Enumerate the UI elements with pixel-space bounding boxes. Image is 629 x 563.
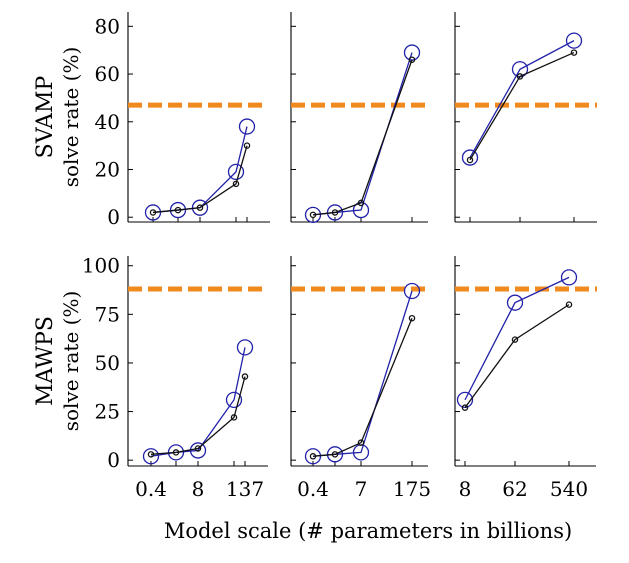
x-tick-label: 137 [226, 477, 264, 501]
x-tick-label: 8 [192, 477, 205, 501]
data-point-black [331, 451, 339, 458]
series-line-black [469, 51, 575, 161]
data-point-black [565, 301, 573, 308]
data-point-blue [304, 206, 322, 223]
data-point-blue [403, 282, 421, 300]
data-point-black [408, 314, 416, 322]
series-line-blue [464, 276, 570, 401]
series-line-black [150, 376, 246, 455]
data-point-black [232, 180, 240, 188]
series-line-blue [150, 347, 246, 457]
data-point-blue [560, 269, 578, 286]
data-point-black [516, 73, 524, 80]
data-point-blue [225, 391, 243, 409]
series-line-black [464, 304, 570, 409]
data-point-blue [565, 32, 583, 49]
data-point-black [149, 209, 157, 216]
row-label: SVAMP [33, 75, 58, 158]
data-point-blue [236, 339, 254, 356]
data-point-blue [304, 448, 322, 465]
x-tick-label: 7 [355, 477, 368, 501]
series-line-black [312, 59, 413, 216]
x-axis-title: Model scale (# parameters in billions) [164, 519, 572, 543]
data-point-black [196, 204, 204, 211]
data-point-black [511, 336, 519, 343]
y-tick-label: 25 [95, 400, 120, 424]
y-tick-label: 40 [95, 110, 120, 134]
x-tick-label: 0.4 [297, 477, 329, 501]
subplot-mawps-1: 0 25 50 75 100 0.4 8 137 MAWPS solve rate (%) [33, 254, 268, 501]
y-axis-title: solve rate (%) [59, 47, 83, 188]
data-point-black [309, 211, 317, 219]
series-line-blue [312, 52, 413, 216]
data-point-black [194, 445, 202, 452]
subplot-svamp-2 [290, 12, 431, 223]
y-tick-label: 20 [95, 158, 120, 182]
subplot-mawps-2: 0.4 7 175 [290, 256, 431, 501]
data-point-black [241, 373, 249, 380]
data-point-black [466, 156, 474, 164]
row-label: MAWPS [33, 316, 58, 406]
data-point-blue [326, 204, 344, 221]
data-point-blue [142, 448, 160, 465]
y-tick-label: 0 [107, 448, 120, 472]
data-point-black [357, 439, 365, 446]
series-line-black [312, 317, 413, 457]
y-tick-label: 75 [95, 302, 120, 326]
x-tick-label: 8 [459, 477, 472, 501]
y-axis-title: solve rate (%) [59, 291, 83, 432]
x-tick-label: 175 [393, 477, 431, 501]
data-point-black [309, 453, 317, 460]
series-line-black [152, 145, 248, 214]
y-tick-label: 50 [95, 351, 120, 375]
y-tick-label: 0 [107, 205, 120, 229]
subplot-svamp-1: 0 20 40 60 80 SVAMP solve rate (%) [33, 12, 270, 229]
data-point-black [570, 49, 578, 56]
data-point-black [357, 199, 365, 207]
y-tick-label: 60 [95, 62, 120, 86]
data-point-blue [238, 118, 256, 135]
data-point-blue [227, 163, 245, 181]
data-point-black [147, 451, 155, 458]
data-point-blue [191, 199, 209, 216]
data-point-black [331, 209, 339, 216]
data-point-blue [461, 149, 479, 166]
data-point-black [230, 414, 238, 421]
series-line-blue [469, 40, 575, 158]
data-point-black [172, 449, 180, 456]
data-point-black [174, 206, 182, 214]
data-point-black [243, 142, 251, 149]
data-point-blue [144, 204, 162, 221]
subplot-mawps-3: 8 62 540 [454, 256, 597, 501]
x-tick-label: 62 [502, 477, 527, 501]
y-tick-label: 80 [95, 14, 120, 38]
subplot-svamp-3 [454, 12, 597, 223]
series-line-blue [312, 290, 413, 457]
data-point-blue [326, 446, 344, 463]
data-point-black [461, 404, 469, 411]
x-tick-label: 0.4 [135, 477, 167, 501]
y-tick-label: 100 [82, 254, 120, 278]
data-point-blue [506, 294, 524, 311]
data-point-black [408, 56, 416, 63]
x-tick-label: 540 [550, 477, 588, 501]
data-point-blue [169, 201, 187, 219]
